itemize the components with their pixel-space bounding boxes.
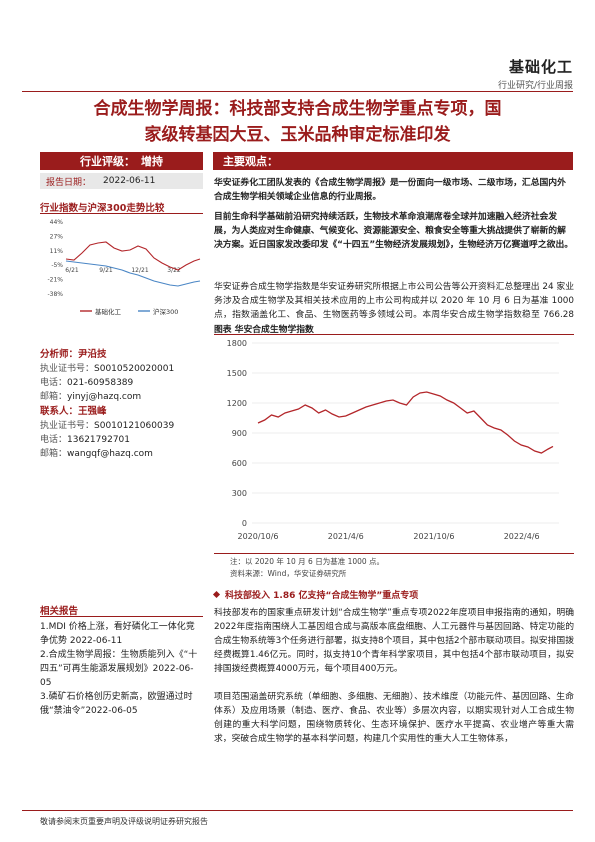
csi300-index-line (65, 260, 201, 287)
analyst-email: 邮箱：yinyj@hazq.com (40, 389, 141, 402)
synbio-index-line (257, 391, 554, 454)
section-paragraph-2: 项目范围涵盖研究系统（单细胞、多细胞、无细胞）、技术维度（功能元件、基因回路、生… (214, 692, 574, 744)
industry-rating: 行业评级： 增持 (40, 152, 203, 170)
phone-label: 电话： (40, 378, 68, 388)
y-tick-label: 300 (232, 489, 247, 498)
industry-index-line (65, 241, 201, 271)
footer-divider (22, 810, 573, 811)
related-report-item[interactable]: 3.磷矿石价格创历史新高，欧盟通过时俄“禁油令”2022-06-05 (40, 692, 193, 716)
key-points-intro: 华安证券化工团队发表的《合成生物学周报》是一份面向一级市场、二级市场，汇总国内外… (214, 178, 566, 202)
industry-name: 基础化工 (508, 58, 573, 76)
y-tick-label: 0 (242, 519, 247, 528)
contact-phone: 电话：13621792701 (40, 432, 130, 445)
email-label: 邮箱： (40, 449, 68, 459)
y-tick-label: 1200 (227, 399, 247, 408)
y-tick-label: -21% (47, 277, 63, 284)
contact-name: 王强峰 (78, 406, 107, 417)
y-tick-label: 44% (50, 219, 64, 226)
x-tick-label: 3/22 (167, 267, 181, 274)
y-tick-label: 1500 (227, 369, 247, 378)
cert-label: 执业证书号： (40, 421, 95, 431)
x-tick-label: 9/21 (99, 267, 113, 274)
email-label: 邮箱： (40, 392, 68, 402)
y-tick-label: 11% (50, 248, 64, 255)
x-tick-label: 12/21 (131, 267, 148, 274)
key-points-heading: 主要观点： (213, 152, 573, 170)
analyst-name: 尹沿技 (78, 349, 107, 360)
legend-label: 沪深300 (153, 307, 178, 316)
related-report-item[interactable]: 2.合成生物学周报：生物质能列入《“十四五”可再生能源发展规划》2022-06-… (40, 650, 198, 688)
analyst-label: 分析师： (40, 349, 79, 360)
y-tick-label: 600 (232, 459, 247, 468)
mini-chart-title: 行业指数与沪深300走势比较 (40, 203, 165, 214)
rating-label: 行业评级： (80, 155, 135, 168)
legend-label: 基础化工 (95, 307, 122, 316)
footer-disclaimer: 敬请参阅末页重要声明及评级说明证券研究报告 (40, 817, 208, 826)
related-reports-divider (40, 616, 203, 617)
x-tick-label: 2021/10/6 (413, 532, 454, 541)
contact-label: 联系人： (40, 406, 79, 417)
diamond-bullet-icon (212, 590, 221, 599)
report-type: 行业研究/行业周报 (497, 81, 573, 91)
figure-bottom-rule (214, 553, 574, 554)
related-report-item[interactable]: 1.MDI 价格上涨，看好磷化工一体化竞争优势 2022-06-11 (40, 622, 195, 646)
section-heading-text: 科技部投入 1.86 亿支持“合成生物学”重点专项 (225, 591, 419, 601)
contact-email: 邮箱：wangqf@hazq.com (40, 446, 153, 459)
report-date: 2022-06-11 (103, 176, 156, 186)
phone-number: 021-60958389 (67, 378, 134, 388)
x-tick-label: 2022/4/6 (504, 532, 540, 541)
index-comparison-chart: 44% 27% 11% -5% -21% -38% 6/21 9/21 12/21 3/22 基… (47, 219, 201, 316)
y-tick-label: 27% (50, 233, 64, 240)
x-tick-label: 2020/10/6 (237, 532, 278, 541)
phone-label: 电话： (40, 435, 68, 445)
key-points-summary: 目前生命科学基础前沿研究持续活跃，生物技术革命浪潮席卷全球并加速融入经济社会发展… (214, 212, 574, 250)
email-address[interactable]: wangqf@hazq.com (67, 449, 153, 459)
synbio-index-chart: 0 300 600 900 1200 1500 1800 2020/10/6 2021/4/6… (227, 339, 559, 541)
cert-label: 执业证书号： (40, 364, 95, 374)
figure-source: 资料来源：Wind，华安证券研究所 (230, 569, 347, 578)
analyst-cert: 执业证书号：S0010520020001 (40, 361, 174, 374)
mini-chart-divider (40, 213, 203, 214)
x-tick-label: 6/21 (65, 267, 79, 274)
y-tick-label: 900 (232, 429, 247, 438)
cert-number: S0010121060039 (94, 421, 175, 431)
y-tick-label: -5% (51, 262, 63, 269)
related-reports-title: 相关报告 (40, 606, 79, 617)
report-title: 合成生物学周报：科技部支持合成生物学重点专项，国 家级转基因大豆、玉米品种审定标… (30, 96, 565, 148)
report-title-line1: 合成生物学周报：科技部支持合成生物学重点专项，国 (93, 99, 502, 119)
header-divider (22, 91, 573, 92)
cert-number: S0010520020001 (94, 364, 175, 374)
figure-title: 图表 华安合成生物学指数 (214, 325, 314, 335)
analyst-phone: 电话：021-60958389 (40, 375, 133, 388)
y-tick-label: -38% (47, 291, 63, 298)
figure-note: 注：以 2020 年 10 月 6 日为基准 1000 点。 (230, 557, 385, 566)
analyst-heading: 分析师：尹沿技 (40, 346, 107, 360)
report-title-line2: 家级转基因大豆、玉米品种审定标准印发 (144, 125, 451, 145)
x-tick-label: 2021/4/6 (328, 532, 364, 541)
section-paragraph-1: 科技部发布的国家重点研发计划“合成生物学”重点专项2022年度项目申报指南的通知… (214, 608, 574, 674)
report-date-label: 报告日期： (46, 177, 92, 188)
rating-value: 增持 (141, 155, 163, 168)
phone-number: 13621792701 (67, 435, 131, 445)
report-date-row: 报告日期： 2022-06-11 (40, 173, 203, 189)
y-tick-label: 1800 (227, 339, 247, 348)
figure-top-rule (214, 334, 574, 335)
section-heading: 科技部投入 1.86 亿支持“合成生物学”重点专项 (212, 588, 419, 601)
contact-cert: 执业证书号：S0010121060039 (40, 418, 174, 431)
index-description: 华安证券合成生物学指数是华安证券研究所根据上市公司公告等公开资料汇总整理出 24… (214, 282, 574, 320)
related-reports-list: 1.MDI 价格上涨，看好磷化工一体化竞争优势 2022-06-11 2.合成生… (40, 620, 203, 718)
email-address[interactable]: yinyj@hazq.com (67, 392, 142, 402)
contact-heading: 联系人：王强峰 (40, 403, 107, 417)
